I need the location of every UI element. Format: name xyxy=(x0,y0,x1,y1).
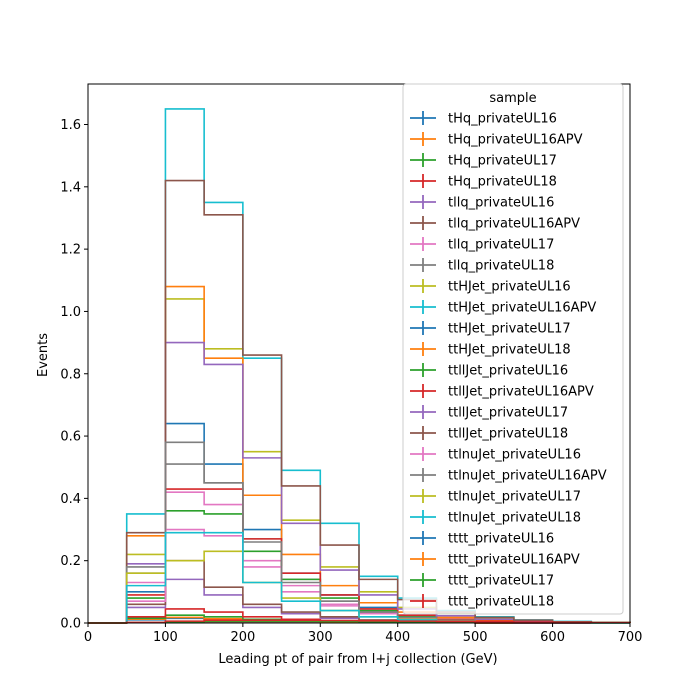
legend-label: tHq_privateUL16APV xyxy=(448,133,583,148)
y-axis-label: Events xyxy=(36,333,51,377)
series-tttt_privateUL18 xyxy=(88,619,631,624)
legend-title: sample xyxy=(489,91,536,106)
legend-entry: tHq_privateUL18 xyxy=(410,174,557,190)
x-tick-label: 700 xyxy=(618,630,643,645)
x-tick-label: 200 xyxy=(230,630,255,645)
axes-frame xyxy=(87,83,631,624)
x-axis-label: Leading pt of pair from l+j collection (… xyxy=(218,652,497,667)
legend-label: ttllJet_privateUL16APV xyxy=(448,385,594,400)
x-tick-label: 600 xyxy=(540,630,565,645)
series-step-ttllJet_privateUL18 xyxy=(88,179,631,624)
x-tick-label: 400 xyxy=(385,630,410,645)
legend-entry: ttllJet_privateUL16APV xyxy=(410,384,594,400)
legend-label: tHq_privateUL16 xyxy=(448,112,557,127)
legend-label: tttt_privateUL16 xyxy=(448,532,554,547)
legend-frame xyxy=(402,83,624,615)
legend-entry: tttt_privateUL16 xyxy=(410,531,554,547)
legend-entry: tllq_privateUL17 xyxy=(410,237,554,253)
y-tick-label: 0.2 xyxy=(60,554,81,569)
legend-entry: ttlnuJet_privateUL18 xyxy=(410,510,581,526)
y-tick-label: 1.6 xyxy=(60,118,81,133)
legend-entry: ttHJet_privateUL17 xyxy=(410,321,571,337)
series-layer xyxy=(88,108,631,624)
legend-label: tttt_privateUL17 xyxy=(448,574,554,589)
x-tick-label: 100 xyxy=(153,630,178,645)
legend-label: ttHJet_privateUL18 xyxy=(448,343,571,358)
legend-label: tHq_privateUL17 xyxy=(448,154,557,169)
y-tick-label: 1.2 xyxy=(60,243,81,258)
x-tick-label: 300 xyxy=(308,630,333,645)
legend-entry: tttt_privateUL17 xyxy=(410,573,554,589)
legend-entry: ttHJet_privateUL16APV xyxy=(410,300,596,316)
legend-label: tHq_privateUL18 xyxy=(448,175,557,190)
legend-label: ttlnuJet_privateUL18 xyxy=(448,511,581,526)
plot-area: 0 100 200 300 400 500 600 700 0.0 0.2 0.4 0.6 0.8 1.0… xyxy=(60,83,643,645)
legend-entry: tHq_privateUL17 xyxy=(410,153,557,169)
legend-entry: tHq_privateUL16APV xyxy=(410,132,583,148)
legend-label: ttllJet_privateUL16 xyxy=(448,364,568,379)
legend-label: ttHJet_privateUL16APV xyxy=(448,301,596,316)
legend-entry: ttHJet_privateUL18 xyxy=(410,342,571,358)
x-tick-label: 0 xyxy=(84,630,92,645)
legend-label: ttlnuJet_privateUL16 xyxy=(448,448,581,463)
legend-entry: tllq_privateUL18 xyxy=(410,258,554,274)
legend-entry: ttllJet_privateUL16 xyxy=(410,363,568,379)
legend-label: tllq_privateUL16 xyxy=(448,196,554,211)
y-tick-label: 0.0 xyxy=(60,617,81,632)
legend-label: ttllJet_privateUL17 xyxy=(448,406,568,421)
legend-entry: ttllJet_privateUL17 xyxy=(410,405,568,421)
legend-entries: tHq_privateUL16 tHq_privateUL16APV tHq_pri… xyxy=(410,111,607,610)
legend-label: tllq_privateUL17 xyxy=(448,238,554,253)
legend-entry: ttlnuJet_privateUL16 xyxy=(410,447,581,463)
legend-entry: tttt_privateUL16APV xyxy=(410,552,580,568)
legend-entry: ttHJet_privateUL16 xyxy=(410,279,571,295)
series-step-tttt_privateUL18 xyxy=(88,619,631,624)
legend-label: ttllJet_privateUL18 xyxy=(448,427,568,442)
legend-label: tllq_privateUL18 xyxy=(448,259,554,274)
y-tick-label: 0.8 xyxy=(60,367,81,382)
legend-entry: tHq_privateUL16 xyxy=(410,111,557,127)
legend-label: tttt_privateUL18 xyxy=(448,595,554,610)
legend: sample tHq_privateUL16 tHq_privateUL16APV… xyxy=(402,83,624,615)
y-tick-label: 1.0 xyxy=(60,305,81,320)
x-tick-label: 500 xyxy=(463,630,488,645)
y-tick-label: 1.4 xyxy=(60,180,81,195)
legend-label: ttHJet_privateUL17 xyxy=(448,322,571,337)
series-ttllJet_privateUL18 xyxy=(88,179,631,624)
legend-entry: ttllJet_privateUL18 xyxy=(410,426,568,442)
legend-label: ttlnuJet_privateUL16APV xyxy=(448,469,607,484)
legend-label: ttHJet_privateUL16 xyxy=(448,280,571,295)
y-tick-label: 0.4 xyxy=(60,492,81,507)
legend-entry: ttlnuJet_privateUL16APV xyxy=(410,468,607,484)
legend-label: ttlnuJet_privateUL17 xyxy=(448,490,581,505)
legend-entry: tllq_privateUL16 xyxy=(410,195,554,211)
legend-entry: tttt_privateUL18 xyxy=(410,594,554,610)
axes-layer: 0 100 200 300 400 500 600 700 0.0 0.2 0.4 0.6 0.8 1.0… xyxy=(60,83,643,645)
legend-label: tllq_privateUL16APV xyxy=(448,217,580,232)
legend-label: tttt_privateUL16APV xyxy=(448,553,580,568)
legend-entry: tllq_privateUL16APV xyxy=(410,216,580,232)
y-tick-label: 0.6 xyxy=(60,430,81,445)
legend-entry: ttlnuJet_privateUL17 xyxy=(410,489,581,505)
